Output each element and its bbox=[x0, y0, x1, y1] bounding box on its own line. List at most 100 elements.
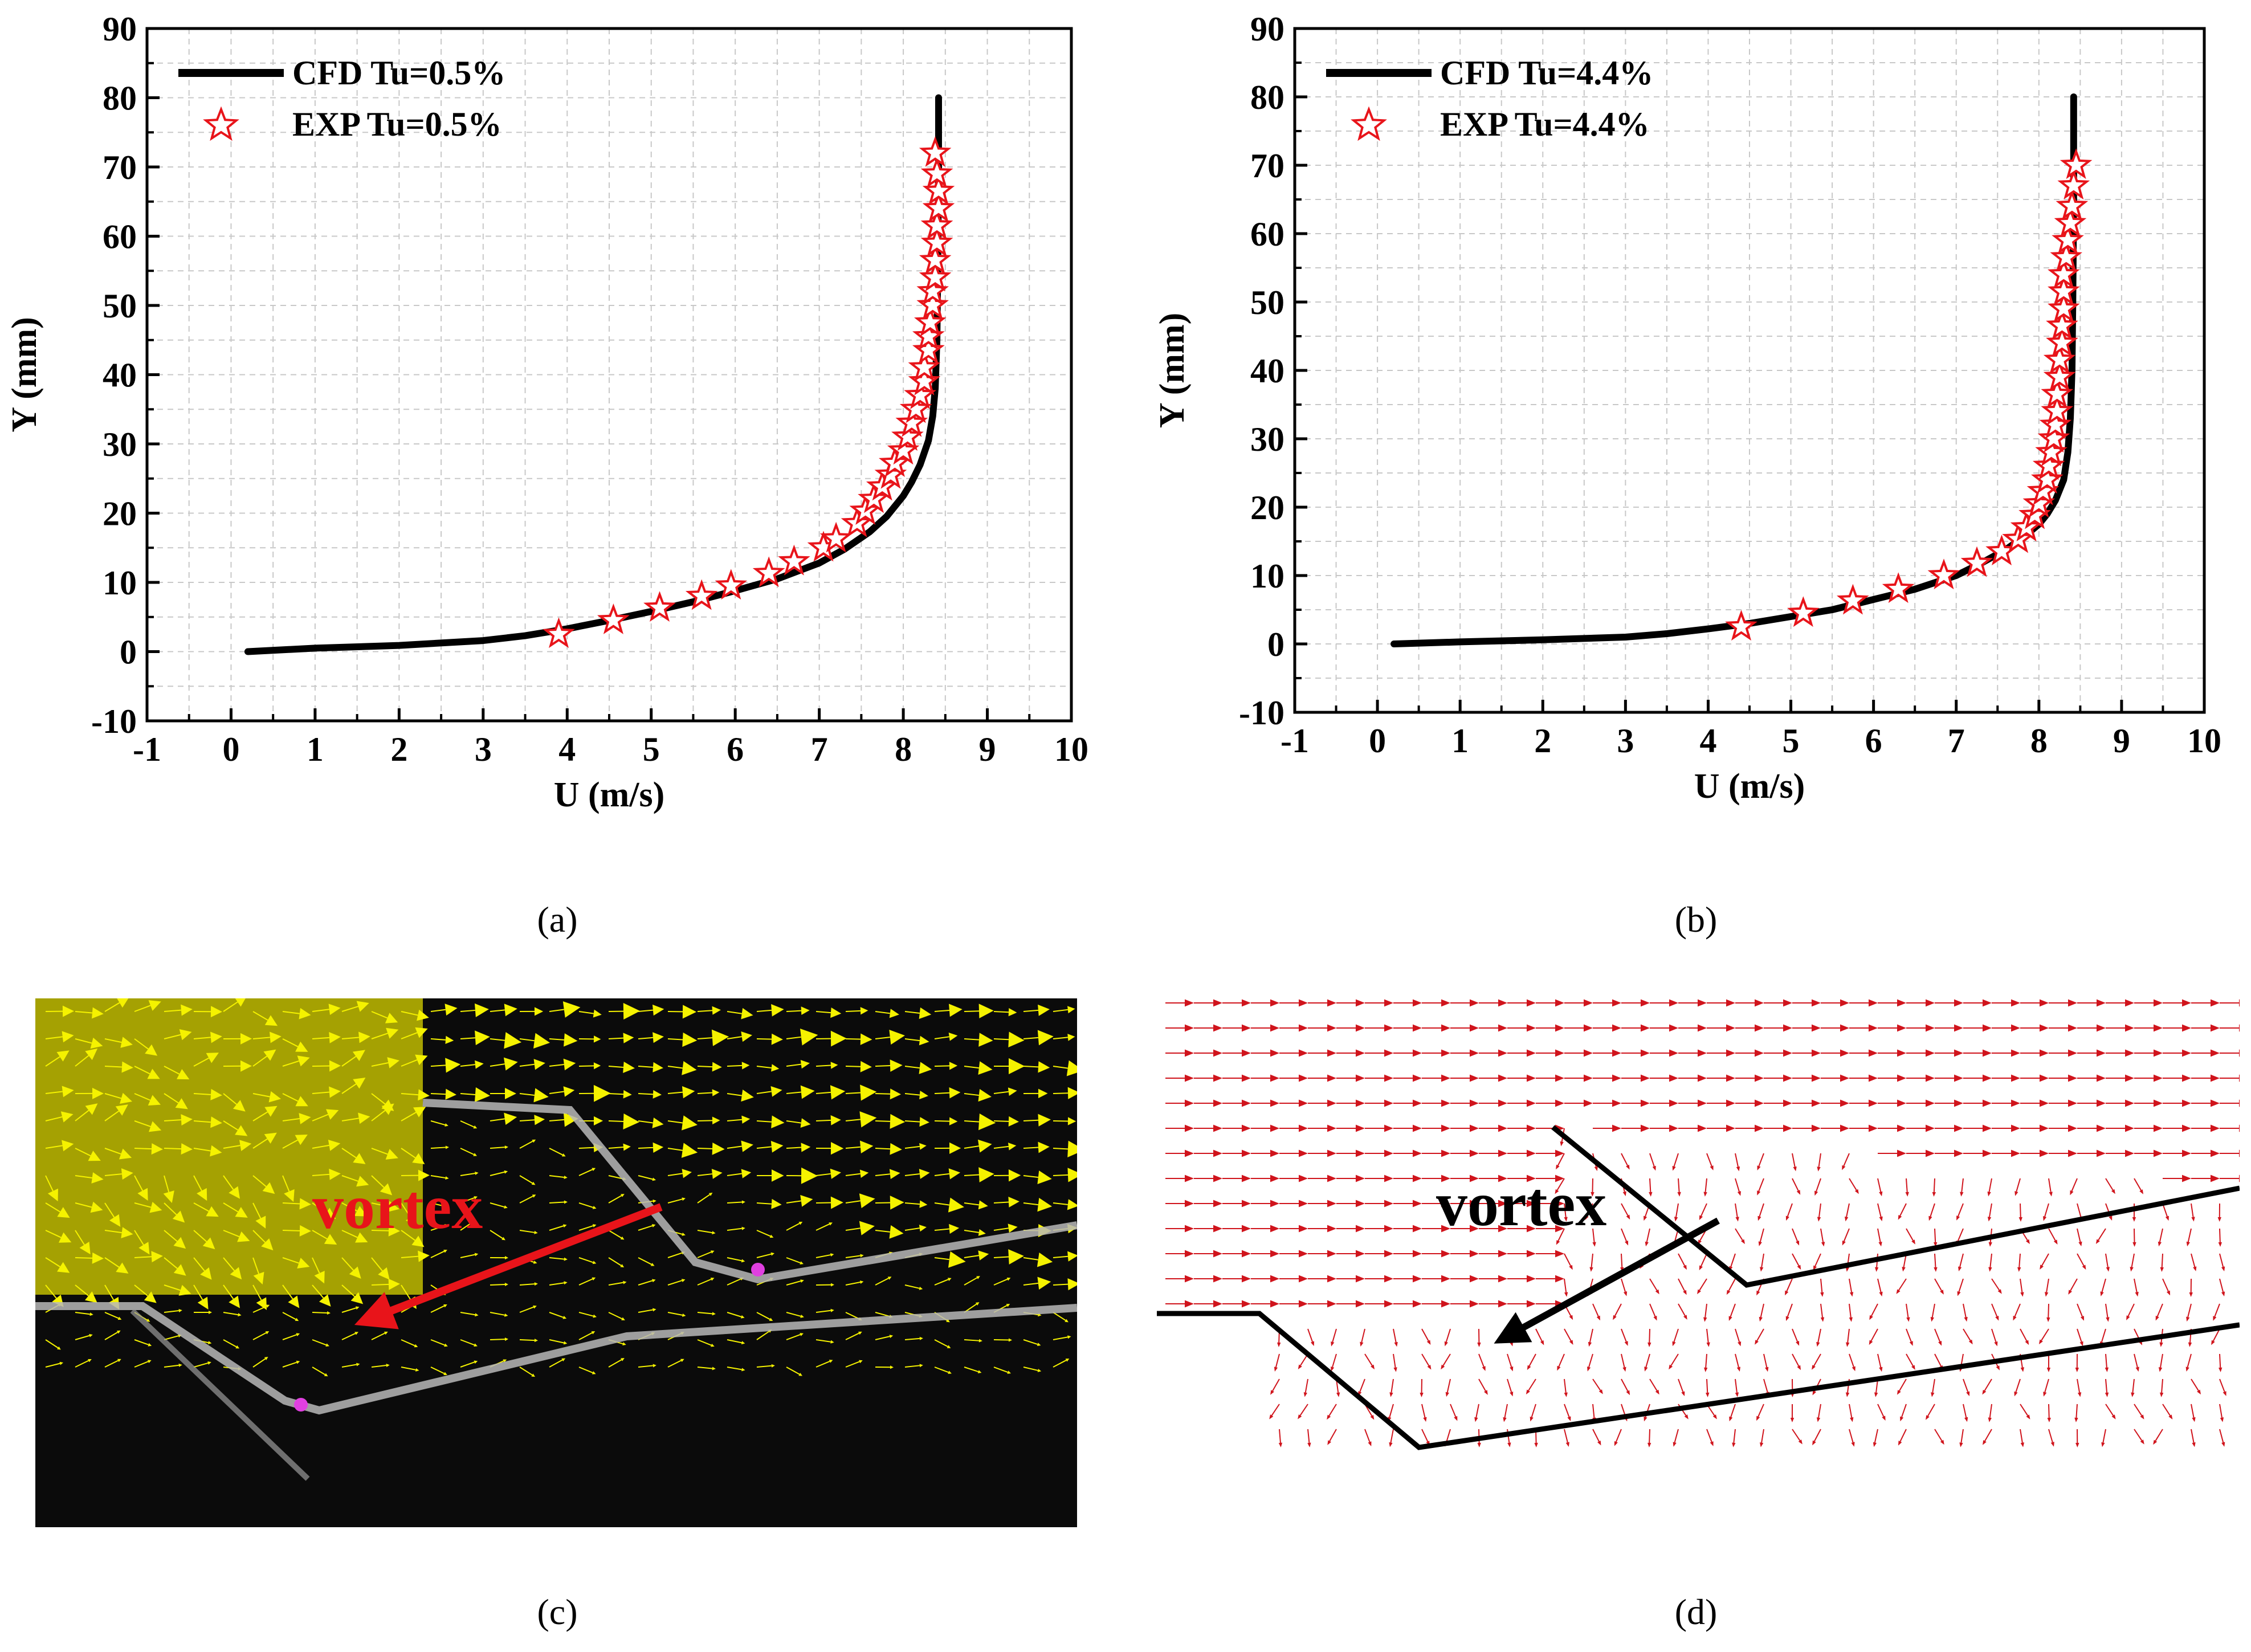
cfd-vector-head bbox=[1584, 1024, 1593, 1032]
exp-data-point bbox=[2056, 189, 2089, 221]
x-tick-label: -1 bbox=[1281, 722, 1309, 760]
cfd-vector-head bbox=[1444, 1341, 1448, 1347]
cfd-vector bbox=[1649, 1378, 1658, 1391]
cfd-vector-head bbox=[2025, 1239, 2030, 1245]
piv-vector-head bbox=[977, 1139, 992, 1153]
cfd-vector bbox=[1592, 1404, 1595, 1418]
cfd-vector-head bbox=[1729, 1416, 1733, 1422]
piv-vector bbox=[697, 1148, 713, 1149]
cfd-vector-head bbox=[1783, 999, 1792, 1007]
cfd-vector bbox=[2020, 1429, 2023, 1443]
cfd-vector-head bbox=[1625, 1241, 1629, 1246]
piv-vector-head bbox=[593, 1009, 602, 1018]
x-axis-title: U (m/s) bbox=[554, 776, 665, 814]
piv-vector-head bbox=[197, 1296, 209, 1310]
piv-vector-head bbox=[919, 1062, 932, 1074]
piv-vector-head bbox=[264, 1106, 278, 1117]
cfd-vector bbox=[1299, 1404, 1308, 1416]
piv-vector-head bbox=[830, 1196, 843, 1209]
exp-data-point bbox=[919, 260, 952, 292]
y-tick-label: 70 bbox=[1250, 147, 1284, 185]
cfd-vector bbox=[2020, 1203, 2021, 1218]
cfd-vector-head bbox=[2068, 1149, 2077, 1157]
cfd-vector bbox=[2105, 1178, 2114, 1190]
cfd-vector bbox=[1984, 1378, 1992, 1392]
cfd-vector-head bbox=[1653, 1315, 1657, 1321]
cfd-vector bbox=[2048, 1178, 2052, 1192]
piv-vector-head bbox=[385, 1149, 398, 1160]
y-tick-label: -10 bbox=[1239, 694, 1284, 732]
piv-vector-head bbox=[800, 1118, 811, 1128]
cfd-vector-head bbox=[1869, 999, 1878, 1007]
piv-vector-head bbox=[919, 1091, 929, 1100]
cfd-vector-head bbox=[1669, 1099, 1678, 1107]
cfd-vector bbox=[1735, 1153, 1739, 1167]
panel-label-c: (c) bbox=[537, 1592, 577, 1632]
cfd-vector bbox=[1820, 1303, 1823, 1317]
cfd-vector-head bbox=[2097, 1024, 2106, 1032]
cfd-vector-head bbox=[1817, 1166, 1821, 1172]
y-tick-label: 70 bbox=[103, 149, 137, 186]
cfd-vector bbox=[1646, 1228, 1650, 1242]
cfd-vector-head bbox=[1213, 1275, 1222, 1283]
x-tick-label: 3 bbox=[1617, 722, 1634, 760]
cfd-vector-head bbox=[1669, 1074, 1678, 1082]
piv-vector-head bbox=[919, 1200, 928, 1208]
piv-vector bbox=[460, 1148, 474, 1155]
piv-vector bbox=[75, 1360, 89, 1368]
piv-vector-head bbox=[1037, 1198, 1053, 1212]
piv-vector bbox=[104, 1202, 115, 1218]
piv-vector-head bbox=[771, 1033, 783, 1045]
piv-vector-head bbox=[890, 1059, 903, 1072]
cfd-vector bbox=[1390, 1429, 1394, 1443]
cfd-vector-head bbox=[1527, 1099, 1536, 1107]
cfd-vector bbox=[1728, 1278, 1736, 1291]
exp-data-point bbox=[685, 579, 718, 610]
x-tick-label: 9 bbox=[979, 731, 996, 768]
piv-vector-head bbox=[681, 1143, 698, 1158]
x-tick-label: 2 bbox=[390, 731, 407, 768]
piv-vector bbox=[875, 1312, 890, 1317]
cfd-vector-head bbox=[2221, 1291, 2225, 1296]
cfd-vector bbox=[2015, 1378, 2021, 1393]
piv-vector bbox=[934, 1367, 949, 1373]
piv-vector-head bbox=[801, 1143, 811, 1152]
piv-vector-head bbox=[1067, 1034, 1075, 1041]
piv-vector-head bbox=[741, 1169, 752, 1178]
piv-vector bbox=[667, 1173, 683, 1176]
piv-vector bbox=[223, 1202, 239, 1213]
piv-vector-head bbox=[978, 1200, 988, 1210]
x-tick-label: -1 bbox=[133, 731, 161, 768]
piv-vector bbox=[904, 1145, 920, 1149]
cfd-vector-head bbox=[2106, 1317, 2110, 1322]
piv-vector bbox=[104, 1230, 122, 1234]
piv-vector-head bbox=[620, 1264, 625, 1268]
cfd-vector-head bbox=[1569, 1315, 1573, 1320]
cfd-vector bbox=[1988, 1178, 1992, 1192]
piv-vector bbox=[727, 1227, 742, 1231]
piv-vector-head bbox=[237, 1231, 250, 1242]
piv-vector-head bbox=[1037, 1369, 1042, 1372]
piv-vector bbox=[75, 1110, 89, 1121]
cfd-vector-head bbox=[2082, 1265, 2086, 1270]
piv-vector-head bbox=[1038, 1004, 1050, 1016]
cfd-vector-head bbox=[2154, 1074, 2163, 1082]
cfd-vector-head bbox=[1783, 1124, 1792, 1132]
piv-vector-head bbox=[1008, 1058, 1025, 1075]
cfd-vector-head bbox=[1356, 999, 1365, 1007]
piv-vector bbox=[934, 1173, 949, 1176]
piv-vector-head bbox=[1008, 1249, 1024, 1265]
piv-vector bbox=[1023, 1066, 1039, 1068]
cfd-vector-head bbox=[1757, 1190, 1761, 1196]
cfd-vector bbox=[1421, 1429, 1429, 1442]
cfd-vector-head bbox=[1959, 1442, 1963, 1447]
cfd-vector-head bbox=[1869, 1315, 1873, 1320]
piv-vector bbox=[312, 1257, 320, 1274]
piv-vector bbox=[401, 1255, 418, 1258]
piv-vector-head bbox=[388, 1225, 400, 1237]
cfd-vector-head bbox=[1423, 1417, 1427, 1422]
cfd-vector-head bbox=[2182, 1049, 2191, 1057]
cfd-vector bbox=[1957, 1228, 1964, 1242]
cfd-vector-head bbox=[1840, 999, 1849, 1007]
piv-vector bbox=[549, 1339, 564, 1344]
